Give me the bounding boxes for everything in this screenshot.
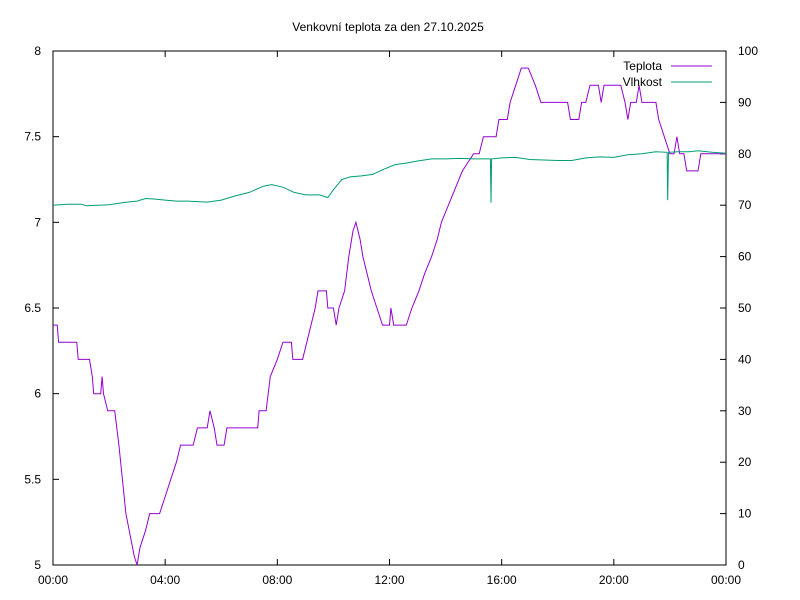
y-left-tick-label: 5.5 — [24, 472, 41, 486]
y-left-tick-label: 5 — [34, 558, 41, 572]
y-left-tick-label: 7.5 — [24, 130, 41, 144]
legend-label-vlhkost: Vlhkost — [623, 75, 663, 89]
y-right-tick-label: 100 — [738, 44, 758, 58]
axes: 00:00 04:00 08:00 12:00 16:00 20:00 00:0055.56… — [24, 44, 758, 587]
x-tick-label: 00:00 — [711, 573, 741, 587]
y-right-tick-label: 40 — [738, 352, 752, 366]
y-right-tick-label: 10 — [738, 507, 752, 521]
y-right-tick-label: 80 — [738, 147, 752, 161]
x-tick-label: 16:00 — [487, 573, 517, 587]
series-line-vlhkost — [52, 150, 727, 207]
y-left-tick-label: 8 — [34, 44, 41, 58]
x-tick-label: 08:00 — [262, 573, 292, 587]
y-left-tick-label: 6 — [34, 387, 41, 401]
chart-title: Venkovní teplota za den 27.10.2025 — [292, 20, 484, 34]
y-right-tick-label: 50 — [738, 301, 752, 315]
x-tick-label: 12:00 — [374, 573, 404, 587]
y-right-tick-label: 0 — [738, 558, 745, 572]
x-tick-label: 00:00 — [38, 573, 68, 587]
x-tick-label: 04:00 — [150, 573, 180, 587]
y-left-tick-label: 6.5 — [24, 301, 41, 315]
series-line-teplota — [53, 67, 726, 566]
legend-label-teplota: Teplota — [623, 59, 662, 73]
x-tick-label: 20:00 — [599, 573, 629, 587]
y-right-tick-label: 90 — [738, 95, 752, 109]
series-layer — [52, 67, 727, 566]
y-right-tick-label: 20 — [738, 455, 752, 469]
y-right-tick-label: 30 — [738, 404, 752, 418]
y-left-tick-label: 7 — [34, 215, 41, 229]
y-right-tick-label: 60 — [738, 250, 752, 264]
legend: Teplota Vlhkost — [623, 59, 712, 89]
plot-frame — [52, 50, 727, 566]
y-right-tick-label: 70 — [738, 198, 752, 212]
